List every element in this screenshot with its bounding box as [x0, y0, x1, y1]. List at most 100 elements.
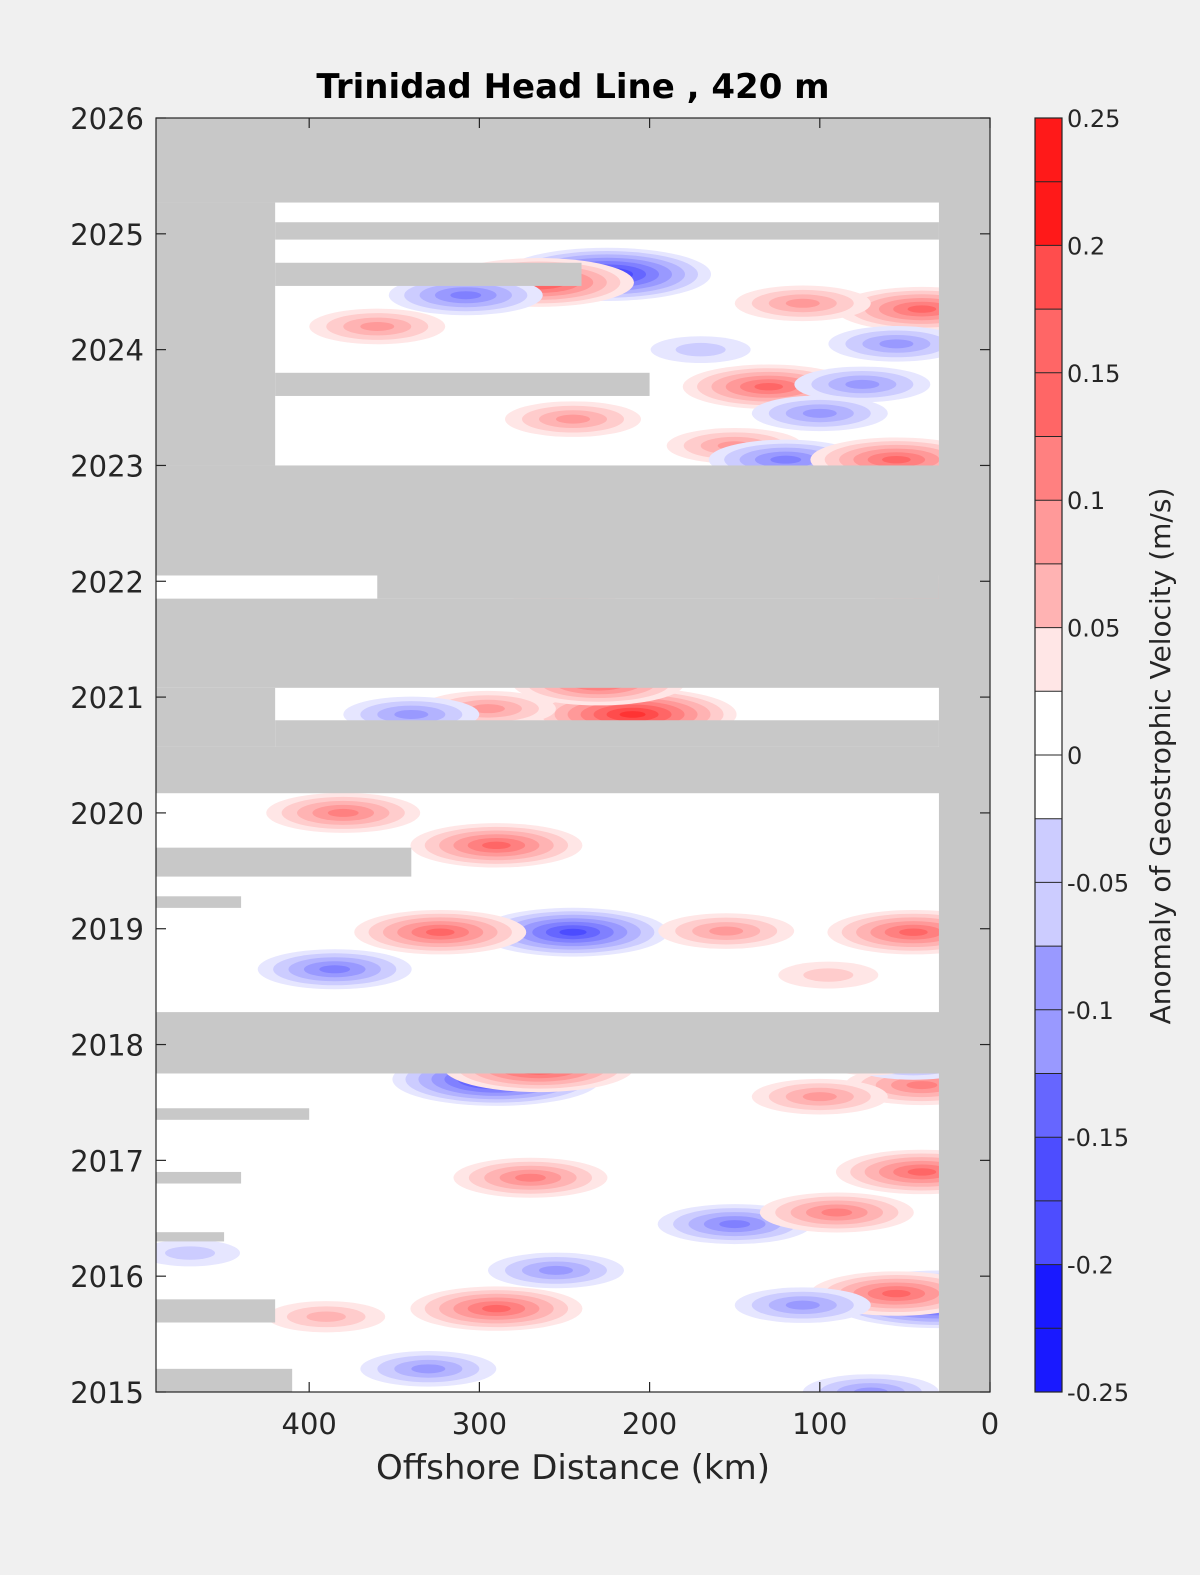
colorbar-segment: [1035, 118, 1062, 183]
missing-data-band: [938, 118, 990, 1392]
contour-level: [360, 321, 395, 331]
contour-level: [785, 1300, 820, 1310]
contour-level: [906, 1081, 938, 1090]
x-tick-label: 300: [452, 1407, 507, 1441]
missing-data-band: [156, 746, 990, 794]
colorbar-segment: [1035, 818, 1062, 883]
contour-level: [785, 298, 820, 308]
contour-level: [394, 709, 429, 719]
contour-level: [482, 1304, 511, 1313]
colorbar-segment: [1035, 309, 1062, 374]
colorbar-segment: [1035, 1009, 1062, 1074]
colorbar-segment: [1035, 245, 1062, 310]
colorbar-segment: [1035, 882, 1062, 947]
colorbar-tick-label: -0.15: [1067, 1124, 1129, 1152]
contour-level: [879, 339, 914, 349]
missing-data-band: [156, 202, 276, 466]
anomaly-feature: [410, 1286, 583, 1331]
anomaly-feature: [267, 1301, 386, 1333]
colorbar-segment: [1035, 755, 1062, 820]
missing-data-band: [156, 1108, 310, 1120]
colorbar-segment: [1035, 181, 1062, 246]
y-tick-label: 2024: [70, 334, 144, 368]
y-tick-label: 2020: [70, 797, 144, 831]
colorbar-segment: [1035, 500, 1062, 565]
contour-level: [450, 291, 482, 300]
contour-level: [845, 379, 880, 389]
contour-level: [709, 926, 744, 936]
anomaly-feature: [309, 308, 446, 345]
chart-title: Trinidad Head Line , 420 m: [316, 67, 829, 107]
y-tick-label: 2018: [70, 1029, 144, 1063]
y-tick-label: 2019: [70, 913, 144, 947]
anomaly-feature: [658, 913, 795, 949]
plot-frame: [155, 117, 991, 1393]
anomaly-feature: [650, 336, 751, 364]
colorbar-tick-label: -0.05: [1067, 869, 1129, 897]
contour-level: [882, 455, 911, 464]
anomaly-feature: [257, 949, 412, 990]
anomaly-feature: [759, 1192, 914, 1233]
contour-level: [559, 928, 587, 936]
contour-level: [327, 808, 359, 817]
missing-data-regions: [156, 118, 990, 1392]
colorbar-segment: [1035, 563, 1062, 629]
anomaly-feature: [751, 395, 888, 432]
x-tick-label: 0: [981, 1407, 999, 1441]
missing-data-band: [156, 465, 990, 576]
colorbar-tick-label: -0.25: [1067, 1379, 1129, 1407]
missing-data-band: [156, 896, 242, 908]
contour-level: [882, 1289, 911, 1298]
missing-data-band: [275, 720, 939, 747]
plot-area: [156, 118, 990, 1392]
contour-level: [675, 342, 726, 357]
missing-data-band: [275, 262, 582, 286]
contour-level: [907, 305, 937, 313]
x-axis: 400 300 200 100 0: [282, 118, 999, 1441]
contour-level: [482, 841, 511, 850]
contour-level: [538, 1265, 573, 1275]
contour-level: [619, 711, 646, 718]
missing-data-band: [275, 372, 650, 396]
contour-level: [802, 408, 837, 418]
colorbar-segment: [1035, 436, 1062, 501]
contour-level: [899, 928, 928, 936]
anomaly-feature: [828, 326, 965, 362]
contour-level: [515, 1173, 546, 1182]
colorbar-tick-label: 0.2: [1067, 232, 1105, 260]
y-tick-label: 2015: [70, 1376, 144, 1410]
anomaly-feature: [751, 1078, 888, 1115]
x-tick-label: 200: [622, 1407, 677, 1441]
contour-level: [821, 1208, 853, 1217]
colorbar-tick-label: 0.05: [1067, 615, 1120, 643]
colorbar-segment: [1035, 1264, 1062, 1329]
contour-level: [319, 965, 351, 974]
contour-level: [719, 1220, 751, 1229]
anomaly-feature: [778, 961, 879, 989]
y-tick-label: 2026: [70, 102, 144, 136]
missing-data-band: [156, 118, 990, 203]
colorbar-frame: [1034, 117, 1063, 1393]
colorbar-segment: [1035, 691, 1062, 756]
contour-level: [754, 382, 784, 391]
anomaly-feature: [734, 285, 871, 322]
contour-level: [802, 1092, 837, 1102]
contour-level: [556, 414, 590, 424]
colorbar-label: Anomaly of Geostrophic Velocity (m/s): [1144, 488, 1177, 1025]
y-axis: 2015 2016 2017 2018 2019 2020 2021 2022 2023 2024…: [70, 102, 990, 1410]
colorbar-tick-label: 0.25: [1067, 105, 1120, 133]
colorbar-tick-label: -0.1: [1067, 997, 1114, 1025]
contour-level: [165, 1246, 216, 1260]
anomaly-feature: [354, 910, 527, 955]
x-tick-label: 100: [792, 1407, 847, 1441]
y-tick-label: 2016: [70, 1260, 144, 1294]
anomaly-feature: [360, 1351, 497, 1387]
missing-data-band: [156, 1232, 225, 1242]
y-tick-label: 2022: [70, 565, 144, 599]
colorbar-segment: [1035, 372, 1062, 437]
anomaly-feature: [802, 1374, 939, 1392]
anomaly-feature: [266, 792, 421, 833]
colorbar-segment: [1035, 627, 1062, 692]
colorbar-segment: [1035, 1137, 1062, 1202]
colorbar-segment: [1035, 1200, 1062, 1266]
